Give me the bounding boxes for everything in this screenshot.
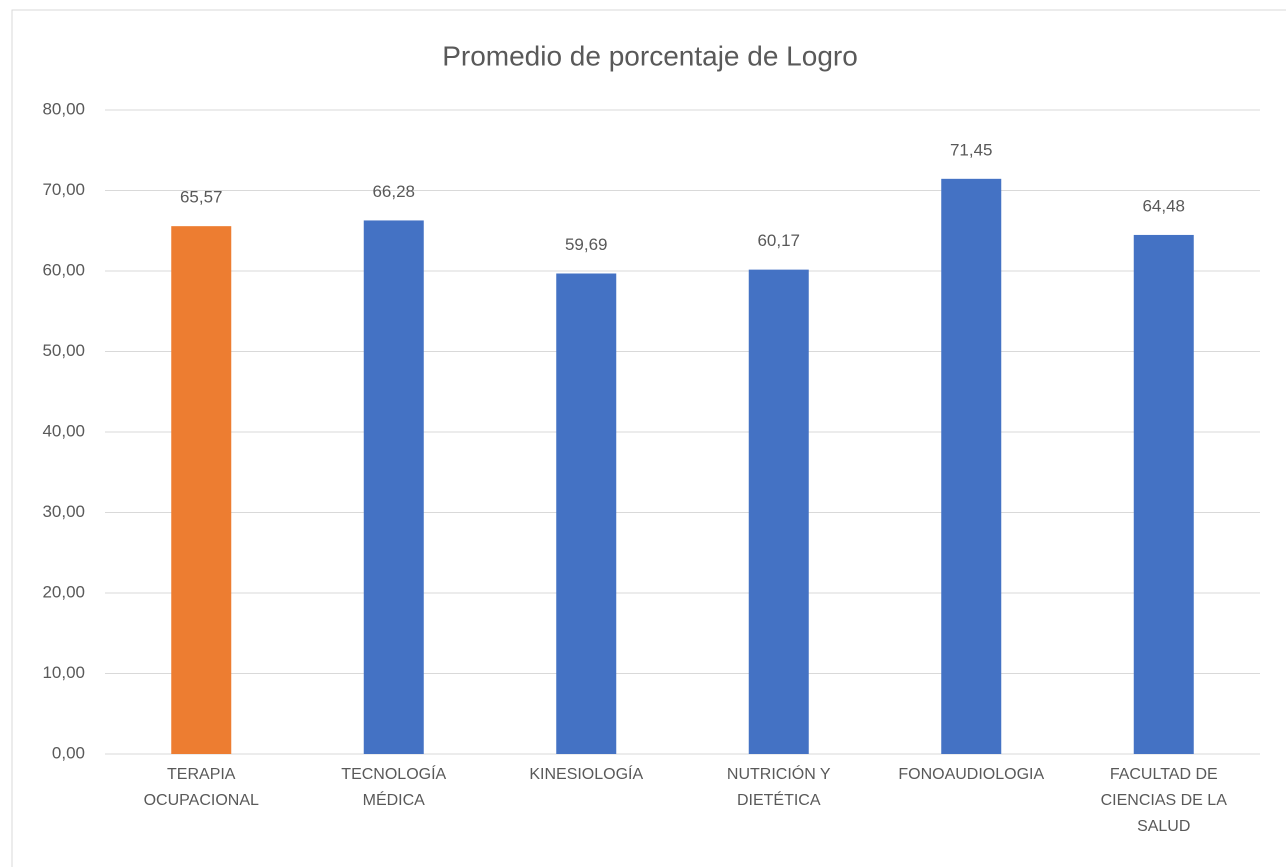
x-tick-label: TECNOLOGÍA MÉDICA [341, 766, 447, 809]
y-tick-label: 80,00 [42, 99, 85, 118]
value-label: 65,57 [180, 188, 223, 207]
value-label: 71,45 [950, 140, 993, 159]
bar [1133, 234, 1194, 754]
value-label: 59,69 [565, 235, 608, 254]
y-tick-label: 30,00 [42, 502, 85, 521]
x-tick-label: NUTRICIÓN Y DIETÉTICA [726, 766, 831, 809]
y-tick-label: 60,00 [42, 260, 85, 279]
bar [363, 220, 424, 755]
x-tick-label: FONOAUDIOLOGIA [898, 766, 1045, 783]
value-label: 64,48 [1142, 196, 1185, 215]
chart-border [11, 9, 1286, 867]
y-tick-label: 20,00 [42, 582, 85, 601]
y-tick-label: 10,00 [42, 663, 85, 682]
chart-title: Promedio de porcentaje de Logro [442, 40, 858, 71]
bar [748, 269, 809, 754]
y-tick-label: 0,00 [52, 743, 85, 762]
value-label: 66,28 [372, 182, 415, 201]
bar [556, 273, 617, 754]
bar [941, 178, 1002, 754]
bar [171, 226, 232, 754]
y-tick-label: 50,00 [42, 341, 85, 360]
value-label: 60,17 [757, 231, 800, 250]
y-tick-label: 70,00 [42, 180, 85, 199]
x-tick-label: KINESIOLOGÍA [529, 766, 644, 783]
y-tick-label: 40,00 [42, 421, 85, 440]
x-tick-label: TERAPIA OCUPACIONAL [143, 766, 259, 809]
x-tick-label: FACULTAD DE CIENCIAS DE LA SALUD [1100, 766, 1227, 835]
